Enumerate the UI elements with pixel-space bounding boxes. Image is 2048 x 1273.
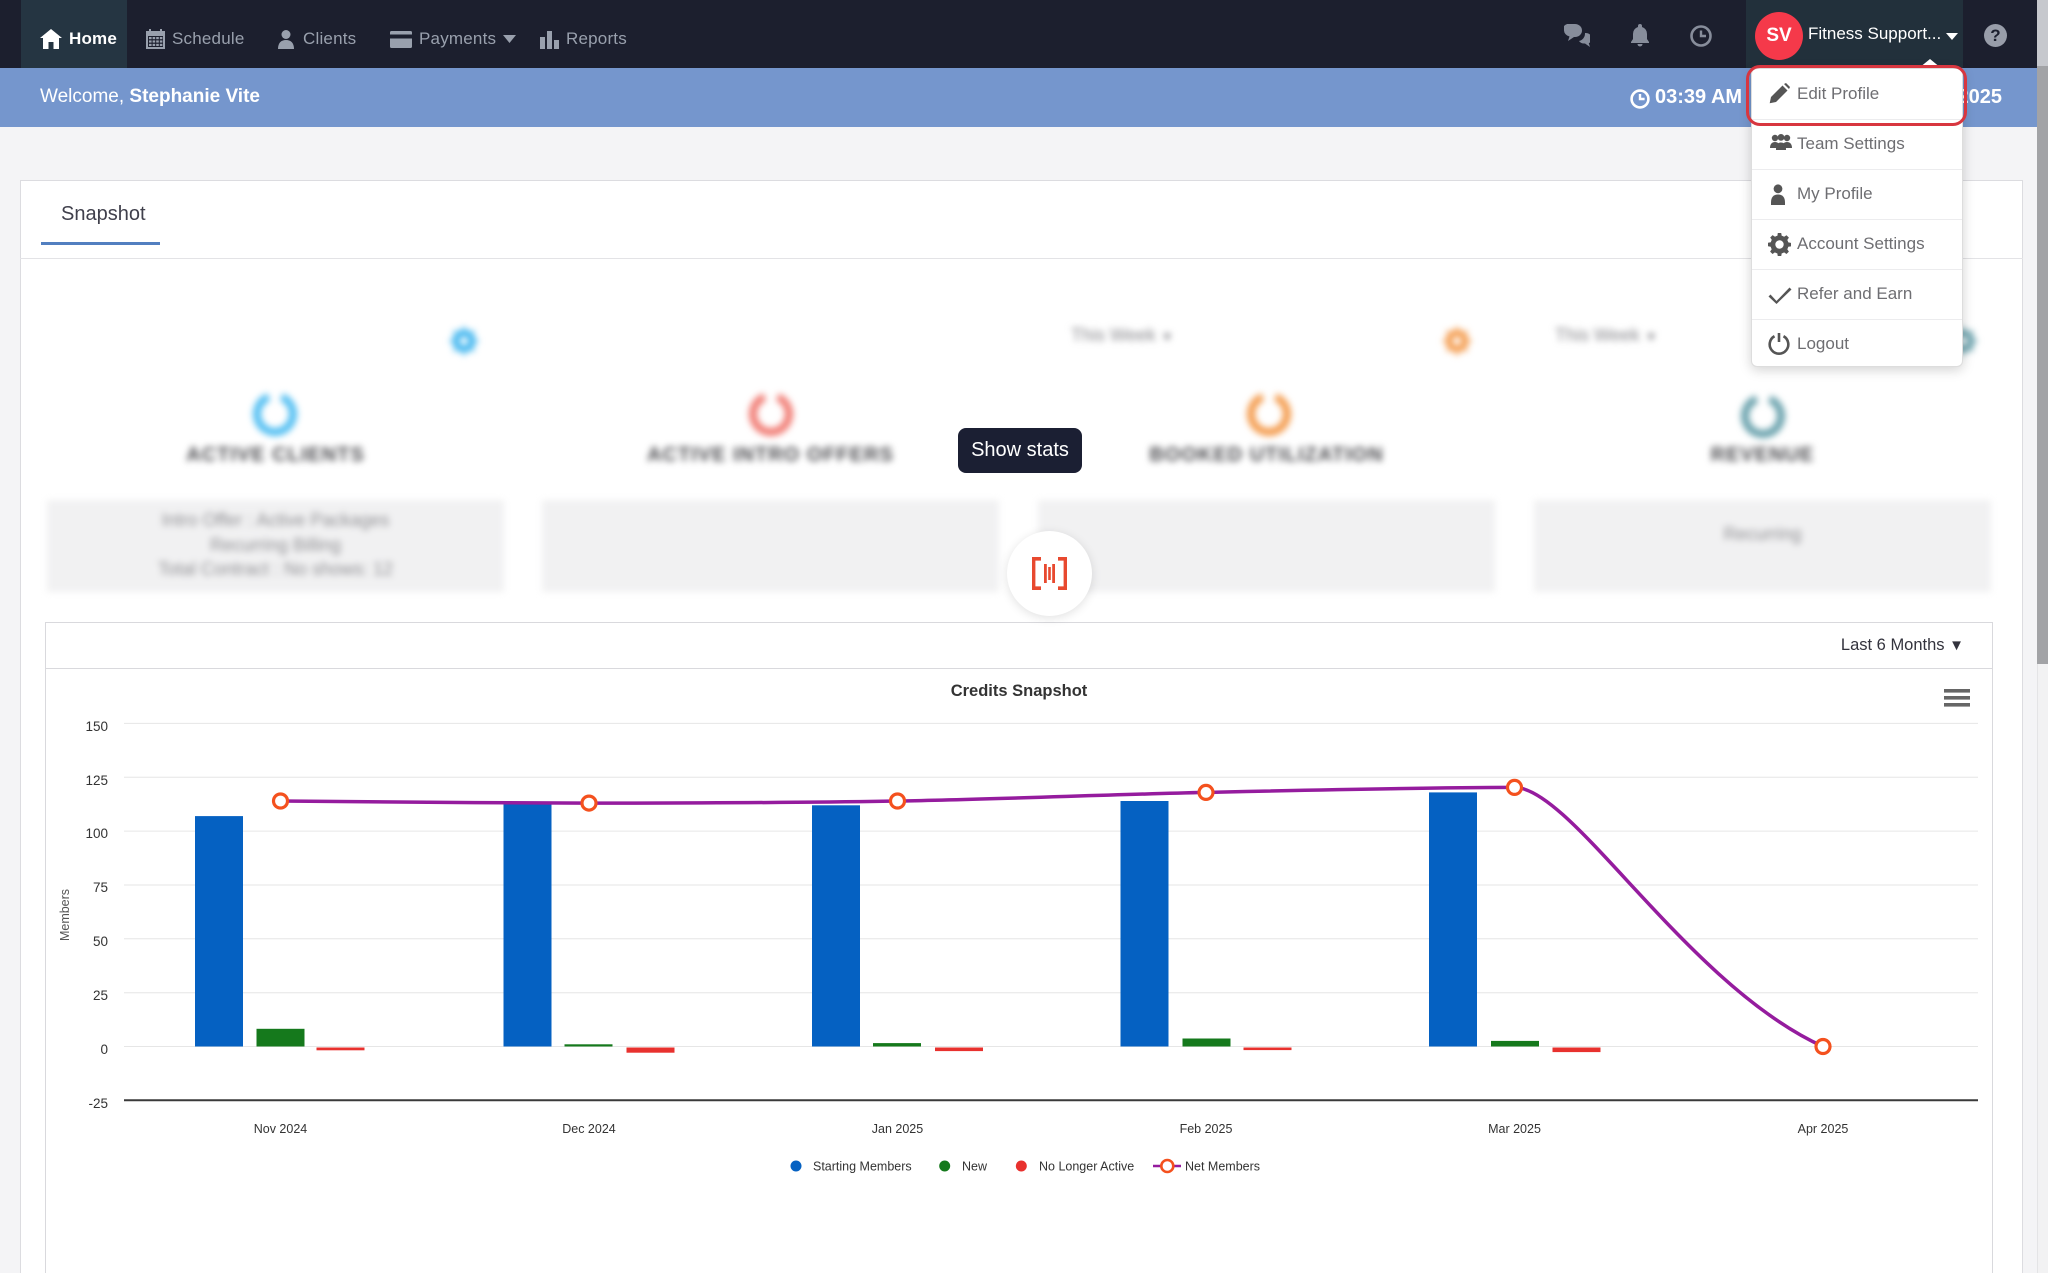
svg-text:Dec 2024: Dec 2024 <box>562 1122 616 1136</box>
svg-text:Starting Members: Starting Members <box>813 1160 912 1174</box>
svg-text:Jan 2025: Jan 2025 <box>872 1122 923 1136</box>
svg-text:Credits Snapshot: Credits Snapshot <box>951 682 1088 700</box>
svg-text:-25: -25 <box>88 1096 108 1111</box>
svg-text:No Longer Active: No Longer Active <box>1039 1160 1134 1174</box>
svg-text:New: New <box>962 1160 988 1174</box>
svg-text:Feb 2025: Feb 2025 <box>1180 1122 1233 1136</box>
svg-text:100: 100 <box>85 826 108 841</box>
svg-text:Nov 2024: Nov 2024 <box>254 1122 308 1136</box>
svg-text:0: 0 <box>100 1042 108 1057</box>
svg-text:Mar 2025: Mar 2025 <box>1488 1122 1541 1136</box>
svg-text:50: 50 <box>93 934 108 949</box>
svg-text:125: 125 <box>85 773 108 788</box>
svg-text:75: 75 <box>93 880 108 895</box>
svg-text:150: 150 <box>85 719 108 734</box>
svg-text:Members: Members <box>58 889 72 941</box>
svg-text:Apr 2025: Apr 2025 <box>1798 1122 1849 1136</box>
svg-text:Net Members: Net Members <box>1185 1160 1260 1174</box>
svg-text:25: 25 <box>93 988 108 1003</box>
